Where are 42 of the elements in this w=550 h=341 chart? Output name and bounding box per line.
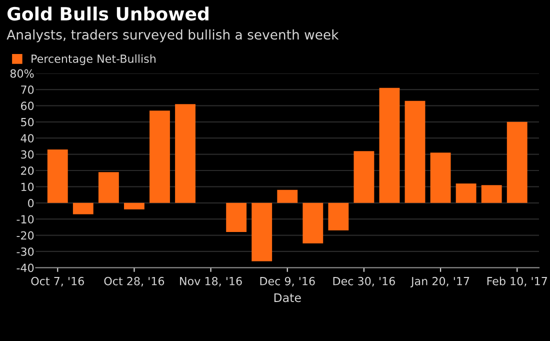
bar [404,100,426,203]
bar [481,185,502,203]
y-tick-label: -30 [16,247,34,256]
chart-title: Gold Bulls Unbowed [8,6,208,21]
bar [150,110,170,203]
bar [98,172,119,203]
y-tick-label: 0 [28,198,34,208]
bar [47,149,68,203]
y-tick-label: 10 [21,182,34,192]
y-tick-label: -40 [16,264,34,272]
x-tick-label: Feb 10, '17 [487,276,547,286]
bar [175,104,196,203]
chart-subtitle: Analysts, traders surveyed bullish a seventh week [6,29,339,42]
y-tick-label: 30 [21,150,34,159]
y-tick-label: 70 [21,85,34,94]
y-tick-label: -20 [16,231,34,240]
bar [456,183,476,203]
bar [252,202,272,262]
y-tick-label: 50 [21,118,34,126]
bar [302,202,324,244]
y-tick-label: -10 [16,215,34,224]
x-tick-label: Oct 28, '16 [104,276,164,286]
y-tick-label: 60 [21,102,34,110]
y-tick-label: 20 [21,166,34,175]
x-tick-label: Dec 30, '16 [333,276,395,286]
y-tick-label: 80% [10,69,34,78]
bar [430,152,451,203]
bar [277,190,298,203]
x-axis-title: Date [274,293,301,302]
bar [72,202,94,214]
legend-label: Percentage Net-Bullish [32,54,156,66]
x-tick-label: Dec 9, '16 [260,276,315,286]
bar [226,202,247,232]
x-tick-label: Oct 7, '16 [31,276,84,286]
bar [354,151,374,203]
bar [328,202,349,230]
bar [124,202,144,210]
x-tick-label: Jan 20, '17 [410,276,470,288]
bar [379,88,400,203]
x-tick-label: Nov 18, '16 [180,276,242,286]
bar [506,122,528,203]
y-tick-label: 40 [20,134,34,142]
